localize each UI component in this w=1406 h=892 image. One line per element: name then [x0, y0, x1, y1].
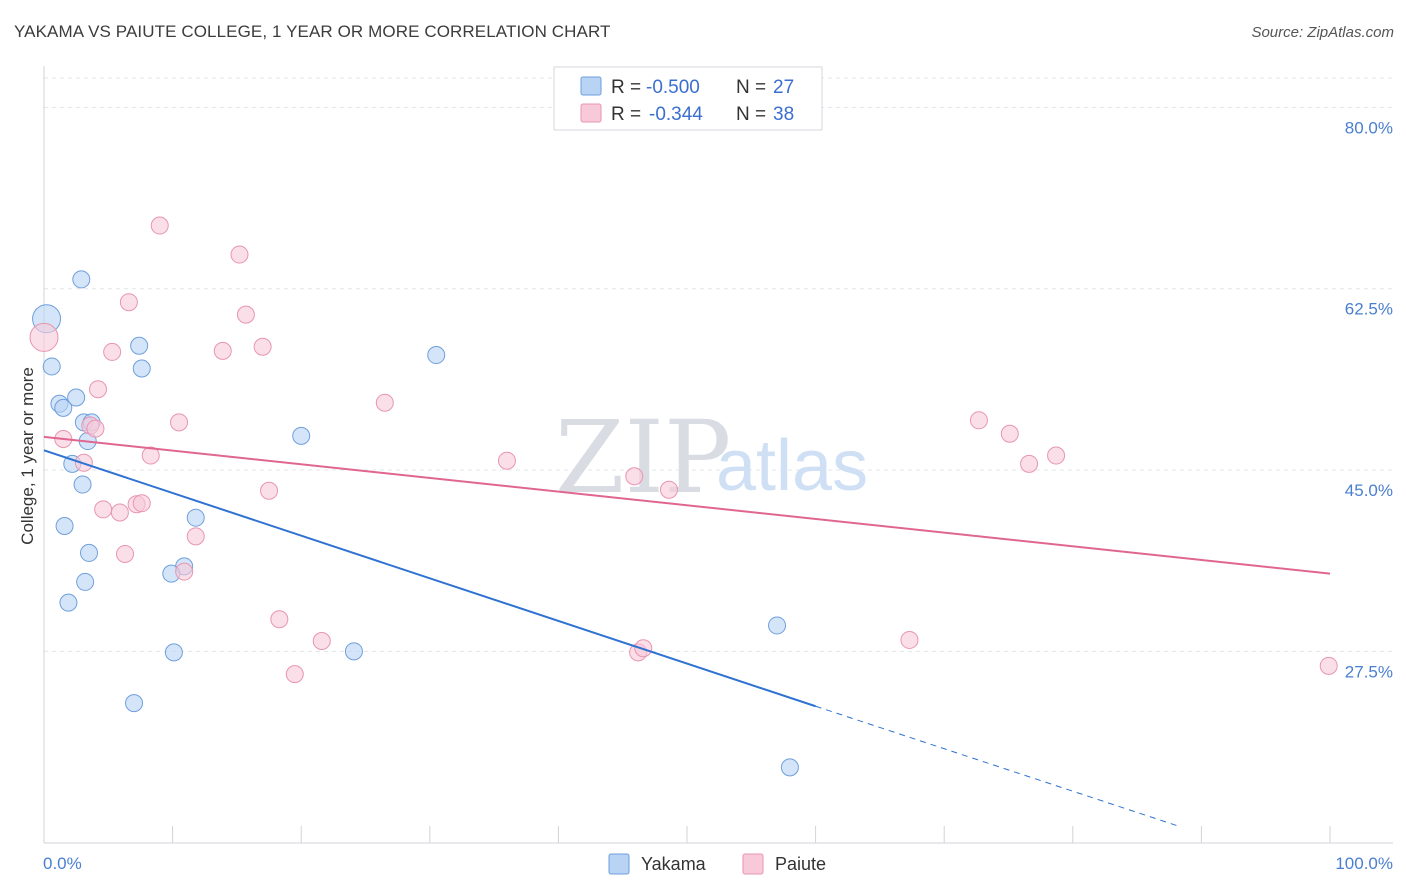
watermark-zip: ZIP — [555, 399, 731, 516]
paiute-point — [1020, 454, 1039, 473]
yakama-point — [72, 270, 91, 289]
series-legend: Yakama Paiute — [608, 853, 826, 875]
paiute-point — [659, 480, 678, 499]
paiute-point — [213, 341, 232, 360]
yakama-point — [76, 572, 95, 591]
paiute-point — [110, 503, 129, 522]
grid-lines: 27.5% 45.0% 62.5% 80.0% — [44, 77, 1393, 681]
y-tick-label: 62.5% — [1345, 300, 1393, 319]
yakama-point — [344, 642, 363, 661]
legend-r-value-paiute: -0.344 — [649, 104, 703, 125]
paiute-point — [230, 245, 249, 264]
x-tick-label-max: 100.0% — [1335, 854, 1393, 873]
series-legend-label-paiute: Paiute — [775, 854, 826, 874]
yakama-point — [125, 694, 144, 713]
legend-swatch-paiute — [580, 103, 602, 123]
y-tick-label: 27.5% — [1345, 662, 1393, 681]
paiute-point — [119, 293, 138, 312]
legend-n-label-paiute: N = — [736, 104, 766, 125]
paiute-point — [1000, 424, 1019, 443]
trend-lines — [43, 435, 1331, 828]
data-points — [29, 216, 1338, 777]
legend-r-value-yakama: -0.500 — [646, 77, 700, 98]
yakama-point — [130, 336, 149, 355]
paiute-point — [86, 419, 105, 438]
paiute-point — [103, 342, 122, 361]
paiute-point — [29, 322, 59, 352]
watermark: ZIP atlas — [555, 399, 868, 516]
legend-r-label-yakama: R = — [611, 77, 641, 98]
yakama-point — [186, 508, 205, 527]
yakama-point — [54, 398, 73, 417]
paiute-point — [625, 467, 644, 486]
x-tick-label-min: 0.0% — [43, 854, 82, 873]
paiute-point — [175, 562, 194, 581]
paiute-point — [312, 631, 331, 650]
yakama-point — [55, 516, 74, 535]
paiute-point — [969, 411, 988, 430]
yakama-trend-extension — [815, 705, 1181, 828]
paiute-point — [900, 630, 919, 649]
y-tick-label: 45.0% — [1345, 481, 1393, 500]
series-legend-label-yakama: Yakama — [641, 854, 707, 874]
paiute-point — [132, 494, 151, 513]
watermark-atlas: atlas — [716, 426, 868, 506]
y-axis-label: College, 1 year or more — [18, 367, 37, 545]
paiute-point — [497, 451, 516, 470]
stats-legend: R = -0.500 N = 27 R = -0.344 N = 38 — [553, 66, 823, 131]
yakama-point — [132, 359, 151, 378]
series-legend-swatch-yakama — [608, 853, 630, 875]
paiute-point — [375, 393, 394, 412]
yakama-point — [80, 543, 99, 562]
yakama-point — [164, 643, 183, 662]
paiute-point — [285, 665, 304, 684]
yakama-point — [73, 475, 92, 494]
axes: 0.0% 100.0% — [43, 66, 1393, 873]
paiute-point — [170, 413, 189, 432]
legend-n-value-yakama: 27 — [773, 77, 794, 98]
series-legend-swatch-paiute — [742, 853, 764, 875]
yakama-point — [427, 346, 446, 365]
yakama-trend-line — [43, 449, 816, 708]
yakama-point — [42, 357, 61, 376]
source-attribution: Source: ZipAtlas.com — [1251, 24, 1394, 41]
y-tick-label: 80.0% — [1345, 118, 1393, 137]
yakama-point — [768, 616, 787, 635]
paiute-point — [150, 216, 169, 235]
paiute-point — [141, 446, 160, 465]
yakama-point — [67, 388, 86, 407]
paiute-point — [89, 380, 108, 399]
chart-title: YAKAMA VS PAIUTE COLLEGE, 1 YEAR OR MORE… — [14, 22, 611, 41]
paiute-point — [260, 481, 279, 500]
paiute-point — [253, 337, 272, 356]
paiute-point — [186, 527, 205, 546]
paiute-point — [236, 305, 255, 324]
legend-r-label-paiute: R = — [611, 104, 641, 125]
legend-n-label-yakama: N = — [736, 77, 766, 98]
yakama-point — [59, 593, 78, 612]
yakama-point — [292, 426, 311, 445]
paiute-trend-line — [43, 435, 1331, 575]
paiute-point — [116, 544, 135, 563]
paiute-point — [1047, 446, 1066, 465]
yakama-point — [780, 758, 799, 777]
paiute-point — [1319, 656, 1338, 675]
paiute-point — [270, 610, 289, 629]
legend-swatch-yakama — [580, 76, 602, 96]
paiute-point — [94, 500, 113, 519]
legend-n-value-paiute: 38 — [773, 104, 794, 125]
